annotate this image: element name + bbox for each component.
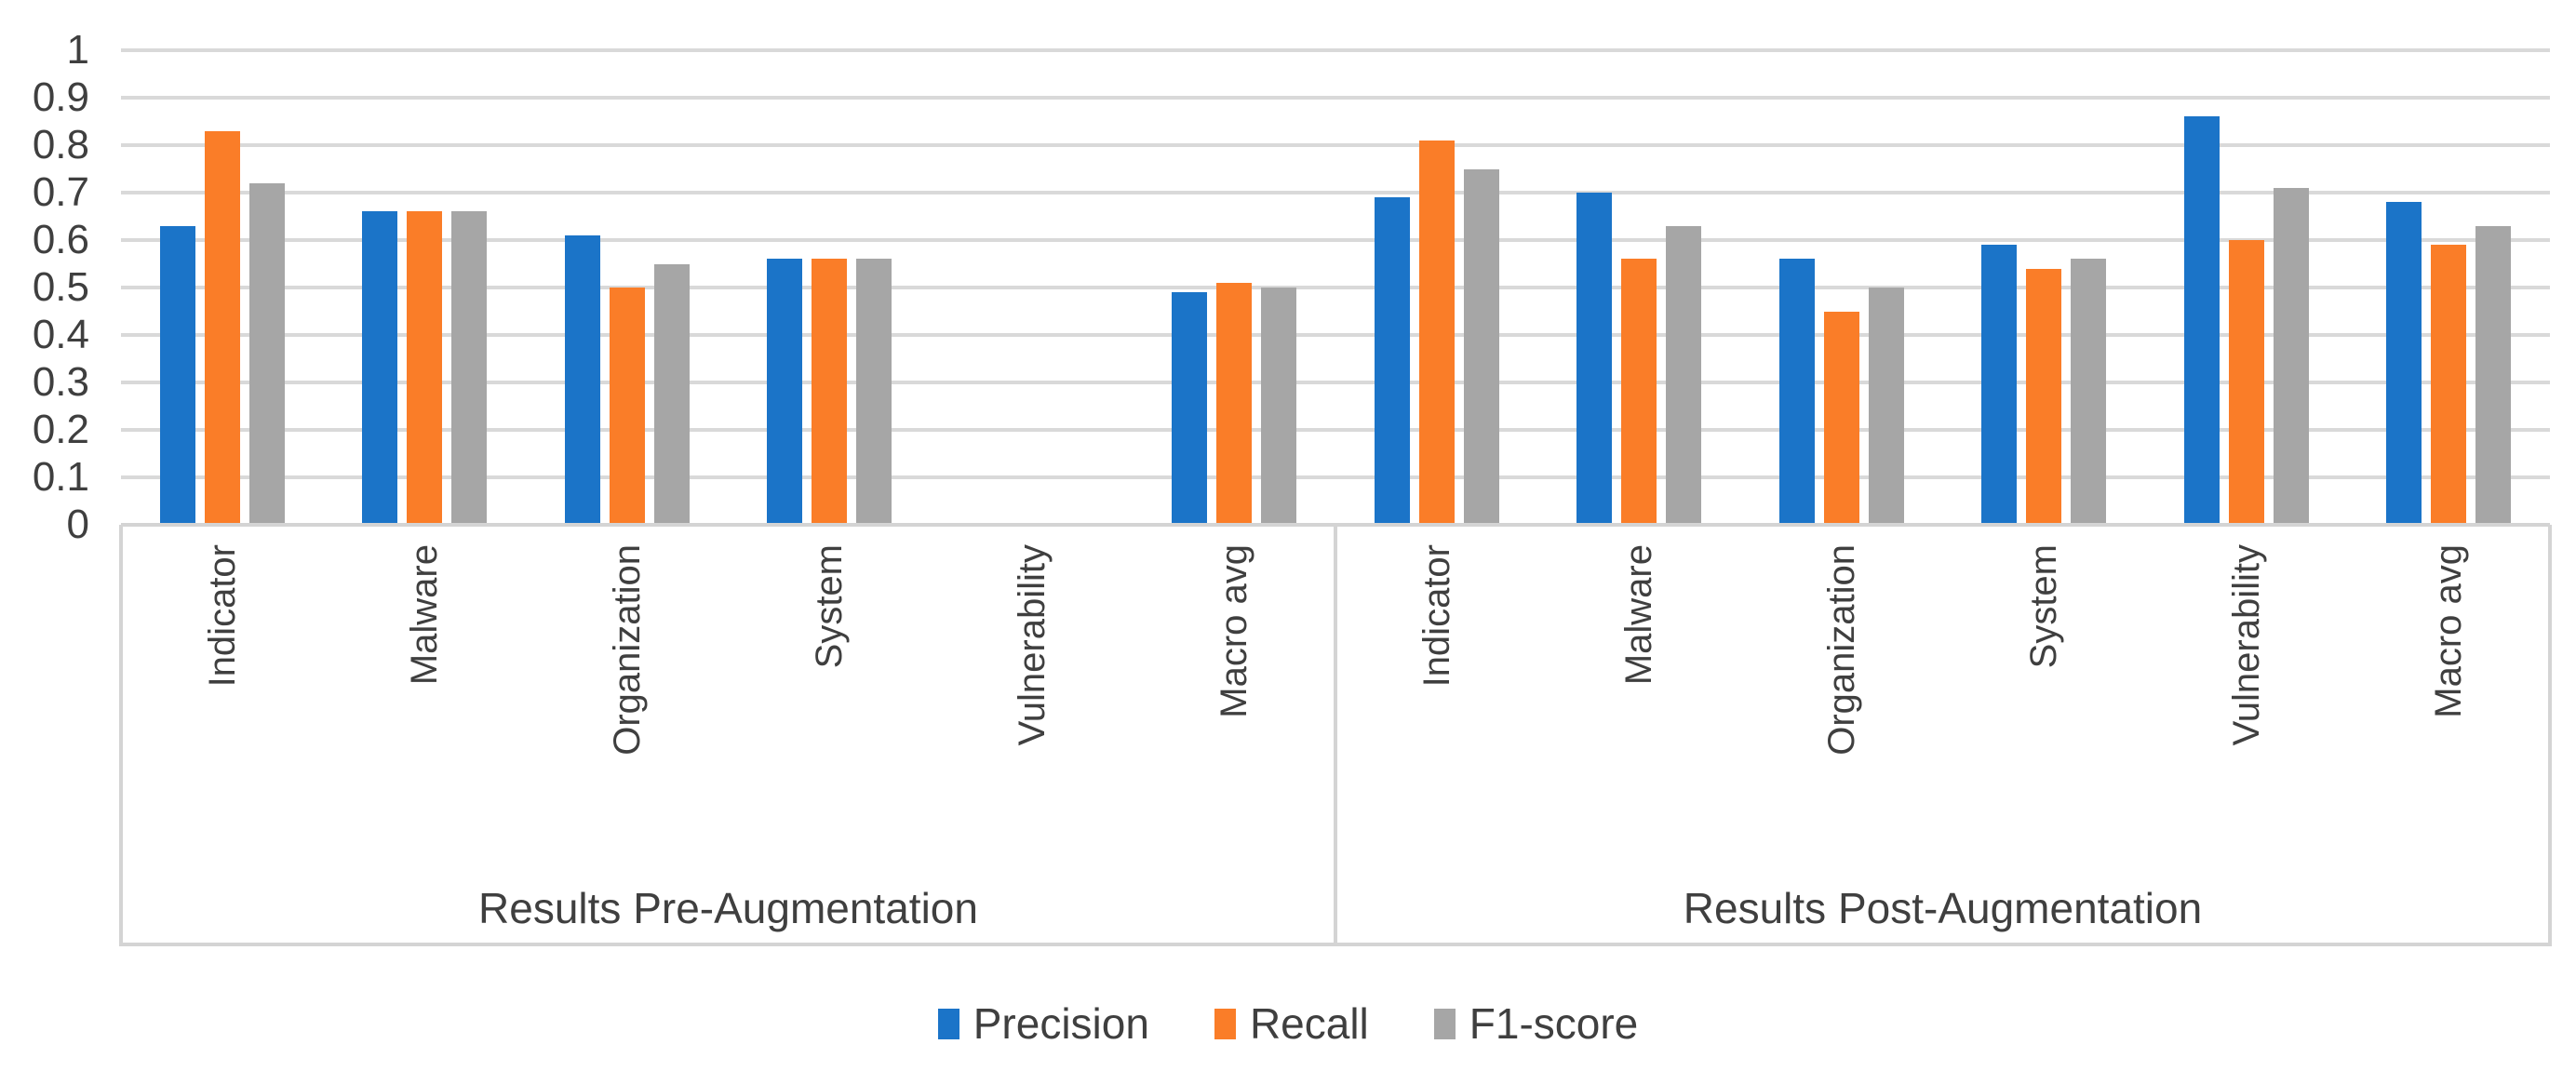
category-label-macro-avg: Macro avg (2428, 544, 2470, 718)
category-label-vulnerability: Vulnerability (2225, 544, 2267, 746)
group-divider-line (1334, 525, 1337, 946)
bar-indicator-precision (1374, 197, 1410, 525)
bar-organization-recall (609, 288, 645, 525)
y-axis-tick-label: 0 (66, 502, 89, 547)
y-axis-tick-label: 0.8 (32, 122, 89, 167)
bar-organization-f1-score (653, 263, 690, 525)
bar-macro-avg-f1-score (1261, 288, 1297, 525)
bar-macro-avg-recall (2431, 245, 2467, 525)
bar-malware-recall (1621, 259, 1657, 525)
gridline (121, 96, 2550, 100)
y-axis-tick-label: 0.1 (32, 454, 89, 500)
group-label-post-augmentation: Results Post-Augmentation (1683, 884, 2203, 932)
bar-system-recall (812, 259, 848, 525)
bar-vulnerability-f1-score (2273, 187, 2309, 525)
gridline (121, 286, 2550, 289)
bar-malware-recall (407, 211, 443, 525)
precision-swatch-icon (937, 1008, 959, 1039)
bar-organization-recall (1823, 311, 1859, 525)
legend-label: Precision (973, 999, 1149, 1048)
category-label-system: System (809, 544, 851, 669)
bar-indicator-recall (1418, 140, 1455, 525)
bar-system-recall (2026, 268, 2062, 525)
bar-system-f1-score (2071, 259, 2107, 525)
bar-vulnerability-precision (2183, 116, 2220, 525)
group-label-pre-augmentation: Results Pre-Augmentation (478, 884, 978, 932)
bar-indicator-precision (159, 225, 195, 525)
y-axis-tick-label: 0.7 (32, 169, 89, 215)
category-label-indicator: Indicator (201, 544, 243, 688)
bar-system-precision (767, 259, 803, 525)
bar-organization-precision (564, 234, 600, 525)
bar-malware-precision (1576, 193, 1613, 525)
legend-label: Recall (1249, 999, 1369, 1048)
y-axis-tick-label: 0.3 (32, 359, 89, 405)
gridline (121, 333, 2550, 337)
bar-macro-avg-precision (2386, 202, 2422, 525)
bar-indicator-recall (204, 130, 240, 525)
bar-organization-precision (1778, 259, 1815, 525)
bar-macro-avg-f1-score (2475, 225, 2512, 525)
legend-item-f1-score: F1-score (1433, 997, 1639, 1050)
bar-malware-precision (362, 211, 398, 525)
gridline (121, 238, 2550, 242)
gridline (121, 143, 2550, 147)
category-label-malware: Malware (1618, 544, 1660, 686)
bar-indicator-f1-score (1463, 168, 1499, 525)
y-axis-tick-label: 0.6 (32, 217, 89, 262)
bar-macro-avg-recall (1216, 282, 1253, 525)
category-label-vulnerability: Vulnerability (1011, 544, 1053, 746)
category-label-organization: Organization (1820, 544, 1862, 756)
y-axis-tick-label: 0.5 (32, 264, 89, 310)
f1-score-swatch-icon (1433, 1008, 1456, 1039)
category-label-system: System (2023, 544, 2065, 669)
bar-system-precision (1981, 245, 2018, 525)
bar-malware-f1-score (1666, 225, 1702, 525)
category-area-left-border (119, 525, 123, 946)
gridline (121, 381, 2550, 384)
y-axis-tick-label: 0.4 (32, 312, 89, 357)
category-label-macro-avg: Macro avg (1214, 544, 1255, 718)
recall-swatch-icon (1214, 1008, 1236, 1039)
gridline (121, 475, 2550, 479)
legend-item-precision: Precision (937, 997, 1149, 1050)
gridline (121, 191, 2550, 194)
category-label-indicator: Indicator (1415, 544, 1457, 688)
bar-indicator-f1-score (248, 182, 285, 525)
category-label-organization: Organization (606, 544, 648, 756)
legend: Precision Recall F1-score (0, 997, 2576, 1050)
gridline (121, 428, 2550, 432)
legend-label: F1-score (1469, 999, 1639, 1048)
bar-organization-f1-score (1868, 288, 1904, 525)
bar-system-f1-score (856, 259, 892, 525)
bar-macro-avg-precision (1172, 292, 1208, 525)
y-axis-tick-label: 0.9 (32, 74, 89, 120)
legend-item-recall: Recall (1214, 997, 1369, 1050)
y-axis-tick-label: 1 (66, 27, 89, 73)
category-area-right-border (2548, 525, 2552, 946)
bar-malware-f1-score (451, 211, 488, 525)
y-axis-tick-label: 0.2 (32, 407, 89, 452)
category-label-malware: Malware (404, 544, 446, 686)
gridline (121, 48, 2550, 52)
bar-vulnerability-recall (2228, 240, 2264, 525)
